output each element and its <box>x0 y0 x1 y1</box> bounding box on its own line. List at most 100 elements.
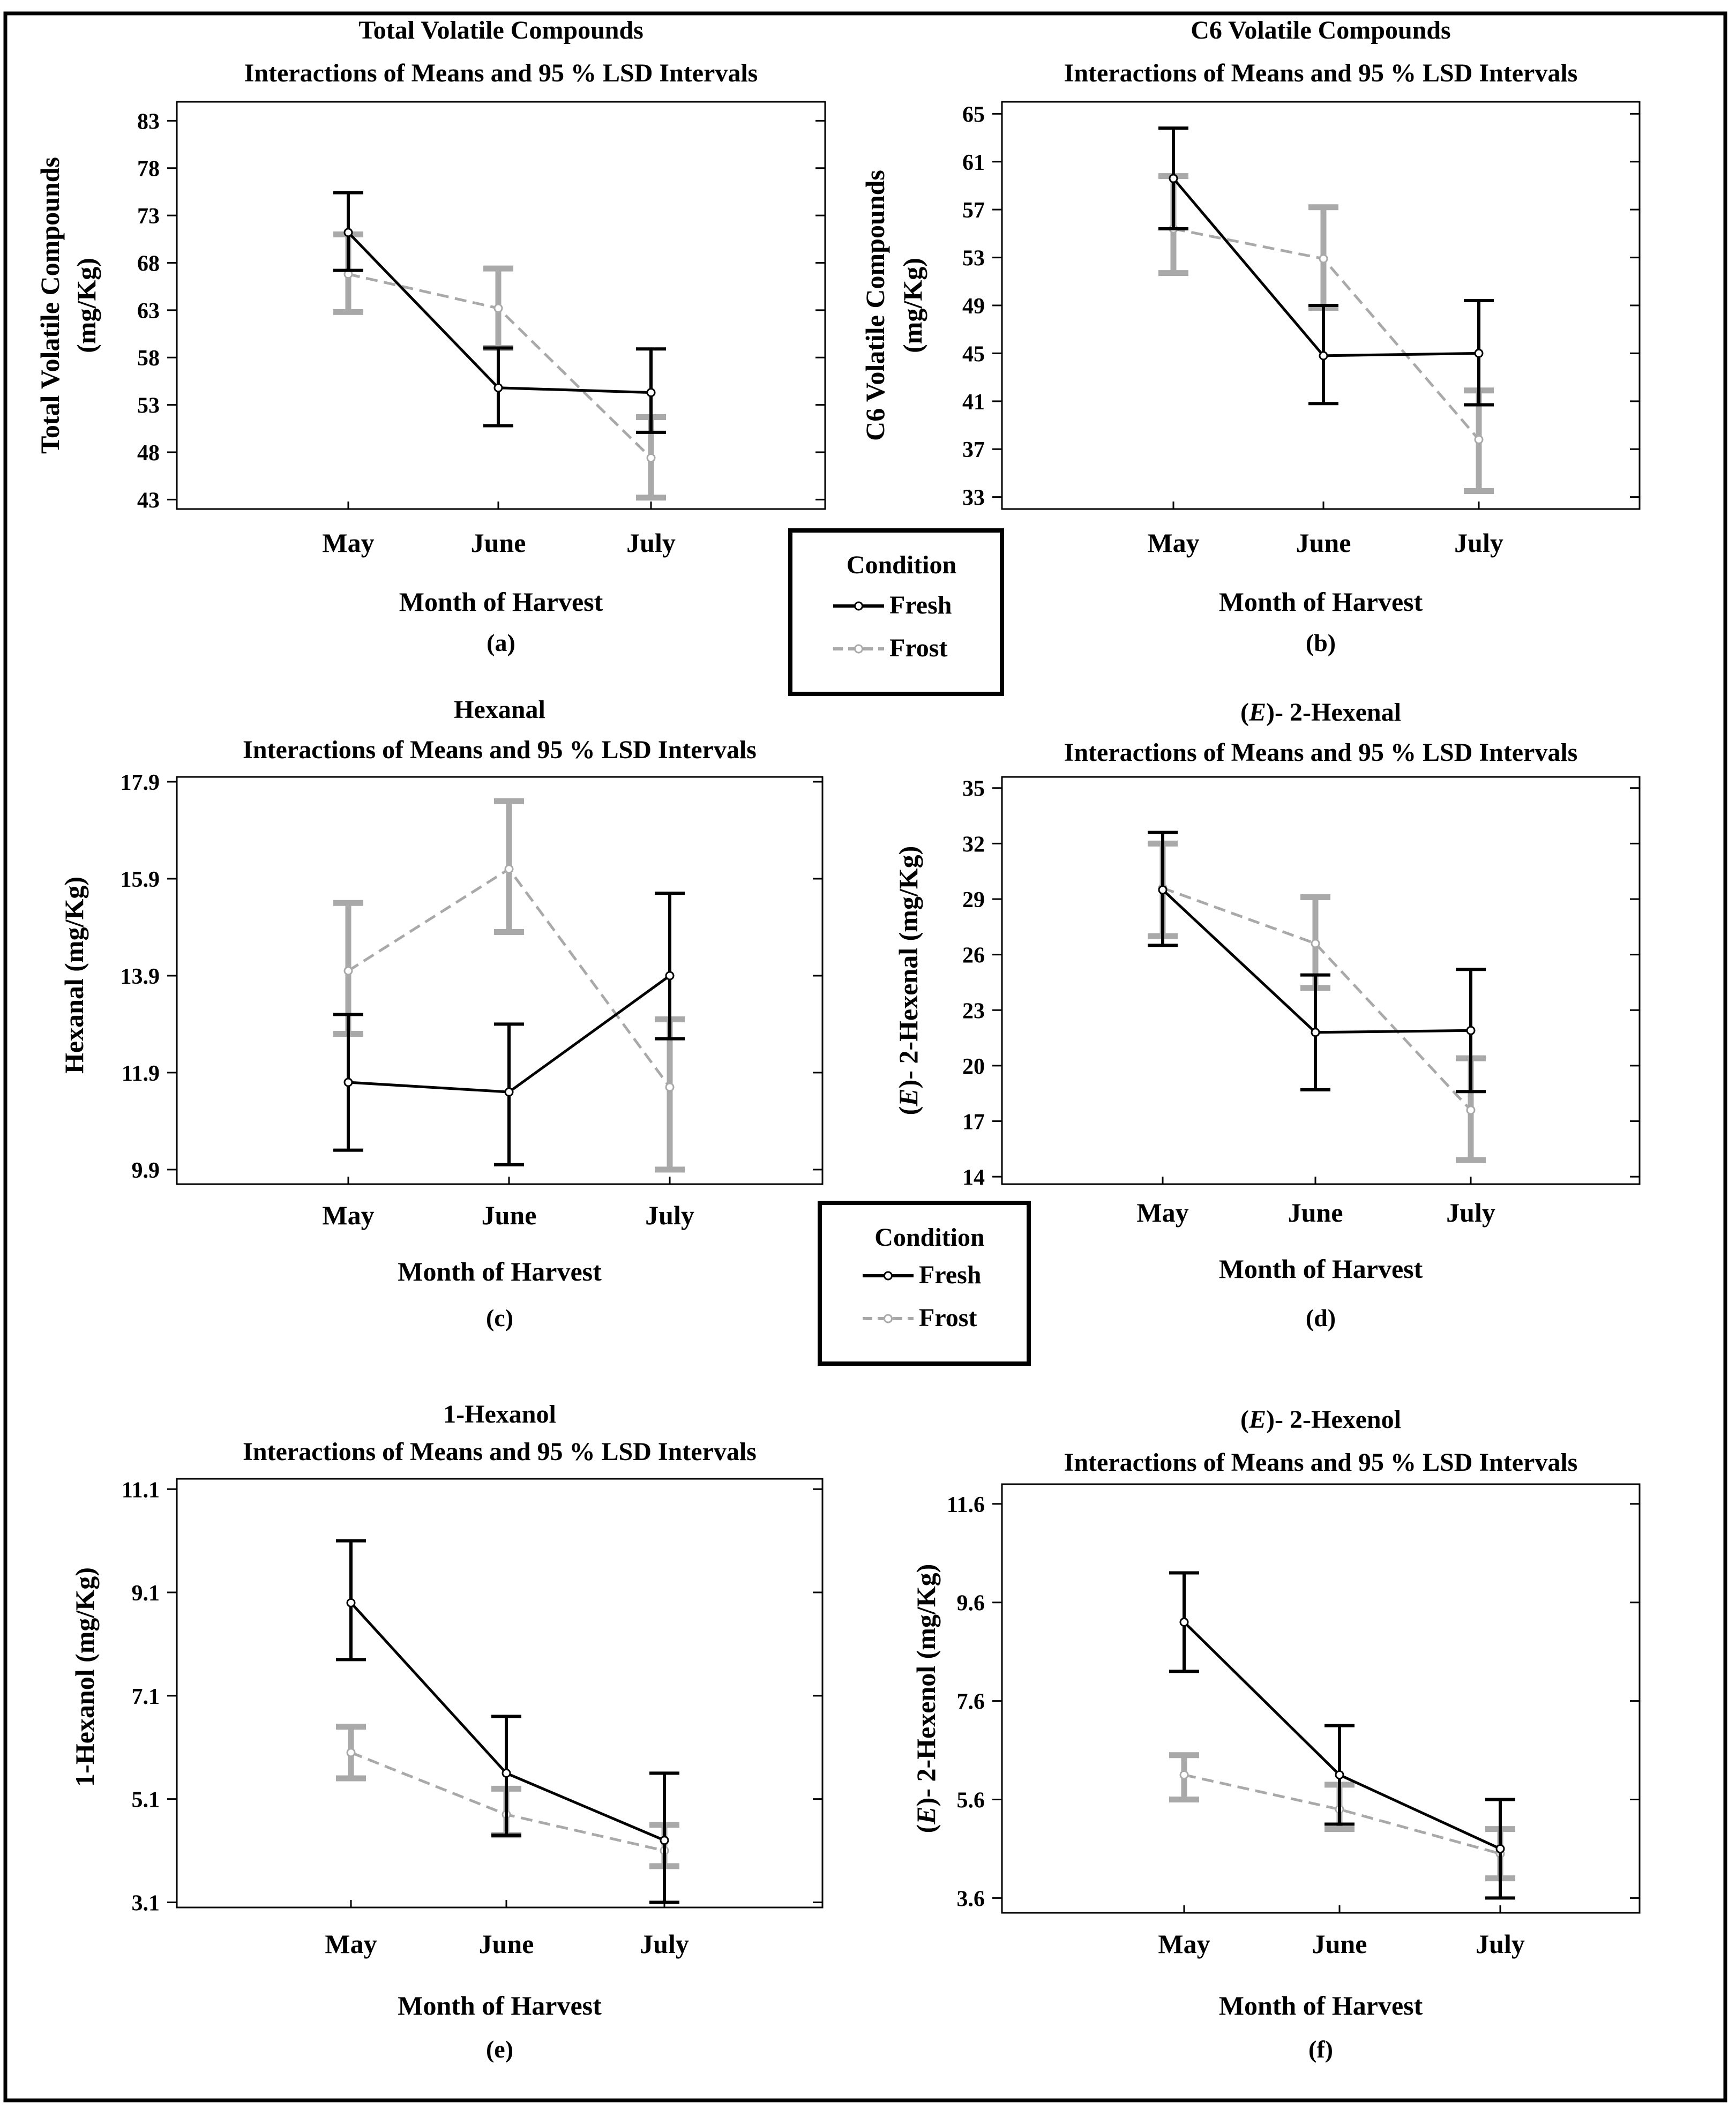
y-axis-label-part: ( <box>893 1106 923 1116</box>
y-axis-label: (mg/Kg) <box>71 258 101 353</box>
data-point <box>1158 885 1168 895</box>
data-point <box>343 228 353 237</box>
plot-area <box>176 776 824 1185</box>
y-tick-label: 58 <box>137 346 160 371</box>
x-tick-label: June <box>1288 1198 1343 1228</box>
x-tick-label: May <box>1147 528 1199 558</box>
data-point <box>343 966 353 976</box>
chart-title-part: E <box>1248 1405 1266 1434</box>
y-tick-label: 3.1 <box>132 1891 160 1916</box>
y-tick-label: 43 <box>137 488 160 513</box>
x-tick-label: June <box>479 1929 534 1959</box>
plot-area <box>176 101 826 510</box>
chart-panel-b: C6 Volatile Compounds Interactions of Mea… <box>860 16 1641 656</box>
chart-panel-a: Total Volatile Compounds Interactions of … <box>35 16 826 656</box>
y-axis-label: 1-Hexanol (mg/Kg) <box>70 1567 100 1787</box>
legend-title: Condition <box>847 551 956 579</box>
legend-box: Condition Fresh Frost <box>818 1201 1031 1366</box>
x-axis-label: Month of Harvest <box>1219 1254 1423 1284</box>
y-tick-label: 63 <box>137 299 160 324</box>
y-axis-label: (mg/Kg) <box>897 258 927 353</box>
data-point <box>1311 939 1320 948</box>
data-point <box>646 388 656 398</box>
data-point <box>1495 1844 1505 1853</box>
y-tick-label: 48 <box>137 441 160 466</box>
data-point <box>1466 1026 1476 1035</box>
y-axis-label-part: )- 2-Hexenol (mg/Kg) <box>911 1564 941 1807</box>
y-tick-label: 20 <box>962 1054 985 1079</box>
chart-subtitle: Interactions of Means and 95 % LSD Inter… <box>243 736 757 764</box>
y-tick-label: 13.9 <box>121 964 160 989</box>
y-axis-label-part: E <box>911 1806 941 1824</box>
x-tick-label: May <box>1136 1198 1188 1228</box>
legend-label-fresh: Fresh <box>919 1261 981 1289</box>
y-tick-label: 53 <box>962 246 985 271</box>
y-tick-label: 37 <box>962 438 985 462</box>
y-axis-label: (E)- 2-Hexenal (mg/Kg) <box>893 846 923 1116</box>
series-fresh <box>1148 830 1486 1094</box>
chart-title: C6 Volatile Compounds <box>1191 16 1450 44</box>
chart-title: (E)- 2-Hexenal <box>1240 698 1401 727</box>
y-tick-label: 23 <box>962 999 985 1023</box>
y-tick-label: 45 <box>962 342 985 366</box>
y-tick-label: 7.6 <box>957 1690 985 1715</box>
data-point <box>504 1087 514 1097</box>
chart-subtitle: Interactions of Means and 95 % LSD Inter… <box>243 1438 757 1466</box>
data-point <box>1474 435 1484 444</box>
plot-area <box>1001 1483 1641 1914</box>
x-axis-label: Month of Harvest <box>399 587 603 617</box>
y-tick-label: 9.9 <box>132 1158 160 1183</box>
data-point <box>1179 1770 1189 1780</box>
data-point <box>502 1768 511 1778</box>
y-tick-label: 35 <box>962 777 985 802</box>
y-tick-label: 7.1 <box>132 1685 160 1709</box>
x-tick-label: May <box>322 528 374 558</box>
x-tick-label: July <box>626 528 676 558</box>
panel-label: (b) <box>1306 629 1336 656</box>
series-fresh <box>336 1539 679 1904</box>
x-tick-label: May <box>325 1929 377 1959</box>
chart-panel-f: (E)- 2-Hexenol Interactions of Means and … <box>911 1405 1641 2063</box>
y-tick-label: 83 <box>137 109 160 134</box>
y-tick-label: 57 <box>962 198 985 223</box>
x-axis-label: Month of Harvest <box>1219 587 1423 617</box>
data-point <box>1319 351 1328 361</box>
data-point <box>346 1748 356 1757</box>
chart-title: Hexanal <box>454 695 545 724</box>
data-point <box>343 1078 353 1087</box>
x-tick-label: May <box>1158 1929 1210 1959</box>
chart-subtitle: Interactions of Means and 95 % LSD Inter… <box>1064 1448 1578 1477</box>
data-point <box>646 453 656 463</box>
legend-label-frost: Frost <box>889 634 947 662</box>
data-point <box>504 864 514 874</box>
legend-label-fresh: Fresh <box>889 591 952 619</box>
panel-label: (a) <box>487 629 515 656</box>
chart-title-part: ( <box>1240 698 1249 727</box>
chart-subtitle: Interactions of Means and 95 % LSD Inter… <box>244 59 758 87</box>
legend-swatch-marker <box>854 644 863 654</box>
chart-panel-e: 1-Hexanol Interactions of Means and 95 % … <box>70 1400 824 2063</box>
y-tick-label: 14 <box>962 1165 985 1190</box>
y-tick-label: 9.1 <box>132 1581 160 1606</box>
y-tick-label: 61 <box>962 151 985 175</box>
x-tick-label: July <box>1476 1929 1525 1959</box>
data-point <box>1474 348 1484 358</box>
y-tick-label: 5.1 <box>132 1788 160 1813</box>
x-axis-label: Month of Harvest <box>398 1256 602 1286</box>
legend-box: Condition Fresh Frost <box>788 528 1004 696</box>
y-tick-label: 15.9 <box>121 867 160 892</box>
data-point <box>665 1082 675 1092</box>
chart-title: (E)- 2-Hexenol <box>1240 1405 1401 1434</box>
y-axis-label: Hexanal (mg/Kg) <box>59 877 89 1074</box>
y-tick-label: 78 <box>137 157 160 182</box>
figure-border <box>3 11 1727 2102</box>
data-point <box>1466 1105 1476 1115</box>
legend-swatch-marker <box>884 1314 893 1323</box>
chart-subtitle: Interactions of Means and 95 % LSD Inter… <box>1064 59 1578 87</box>
y-tick-label: 11.9 <box>122 1061 160 1086</box>
y-tick-label: 68 <box>137 251 160 276</box>
y-axis-label: (E)- 2-Hexenol (mg/Kg) <box>911 1564 941 1834</box>
x-tick-label: June <box>1296 528 1351 558</box>
y-axis-label-part: )- 2-Hexenal (mg/Kg) <box>893 846 923 1089</box>
